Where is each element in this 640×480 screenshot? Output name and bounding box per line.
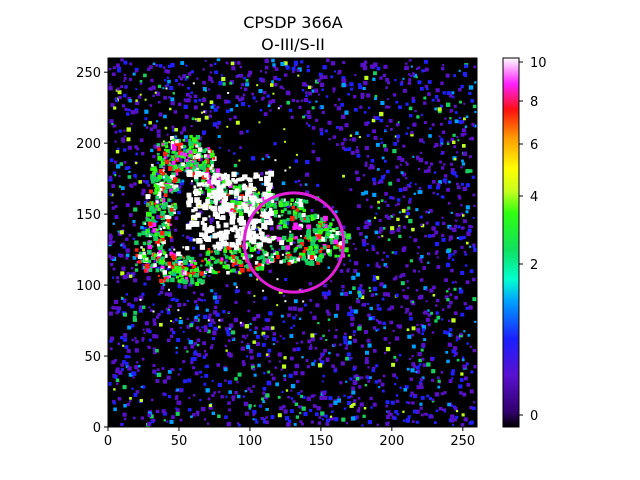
plot-subtitle: O-III/S-II [261,35,325,54]
x-tick-label: 0 [104,434,112,449]
y-axis: 0 50 100 150 200 250 [76,66,108,436]
x-tick-label: 100 [238,434,263,449]
x-tick-label: 150 [308,434,333,449]
colorbar-tick-label: 2 [530,258,538,273]
x-tick-label: 50 [171,434,188,449]
y-tick-label: 100 [76,279,101,294]
ratio-map [107,57,478,428]
y-tick-label: 250 [76,66,101,81]
x-axis: 0 50 100 150 200 250 [104,427,475,449]
y-tick-label: 150 [76,208,101,223]
colorbar-tick-label: 0 [530,409,538,424]
y-tick-label: 0 [93,421,101,436]
colorbar-tick-label: 10 [530,56,547,71]
x-tick-label: 200 [379,434,404,449]
x-tick-label: 250 [450,434,475,449]
y-tick-label: 50 [84,350,101,365]
colorbar-tick-label: 8 [530,95,538,110]
plot-title: CPSDP 366A [243,13,343,32]
y-tick-label: 200 [76,137,101,152]
colorbar-tick-label: 4 [530,190,538,205]
colorbar: 0 2 4 6 8 10 [502,56,547,428]
colorbar-tick-label: 6 [530,138,538,153]
aperture-circle [242,191,346,294]
image-panel [107,57,478,428]
